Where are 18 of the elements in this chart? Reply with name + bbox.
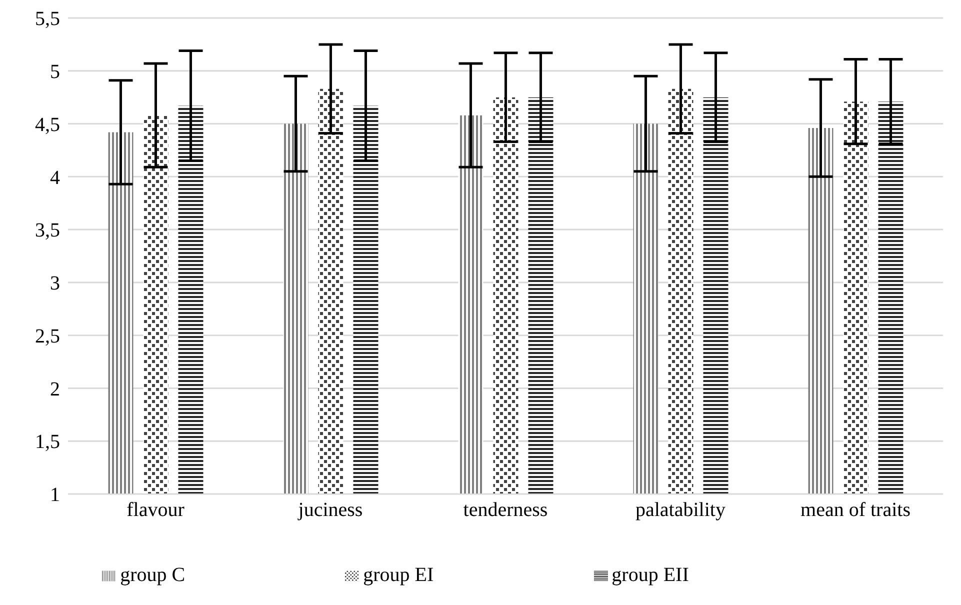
y-tick-label: 2,5 <box>35 325 60 348</box>
y-tick-label: 3 <box>50 272 60 295</box>
y-tick-label: 1,5 <box>35 431 60 454</box>
y-tick-label: 3,5 <box>35 220 60 242</box>
y-tick-label: 4,5 <box>35 114 60 136</box>
legend-label: group EII <box>612 564 689 586</box>
x-tick-label: juciness <box>297 499 363 522</box>
legend-label: group C <box>120 564 186 586</box>
y-tick-label: 5,5 <box>35 8 60 30</box>
y-tick-label: 4 <box>50 166 60 189</box>
x-tick-label: tenderness <box>463 499 548 522</box>
x-tick-label: palatability <box>636 499 726 522</box>
legend-label: group EI <box>363 564 434 586</box>
y-tick-label: 1 <box>50 484 60 506</box>
y-tick-label: 2 <box>50 378 60 400</box>
x-tick-label: flavour <box>126 499 185 522</box>
y-tick-label: 5 <box>50 60 60 83</box>
x-tick-label: mean of traits <box>800 499 911 522</box>
